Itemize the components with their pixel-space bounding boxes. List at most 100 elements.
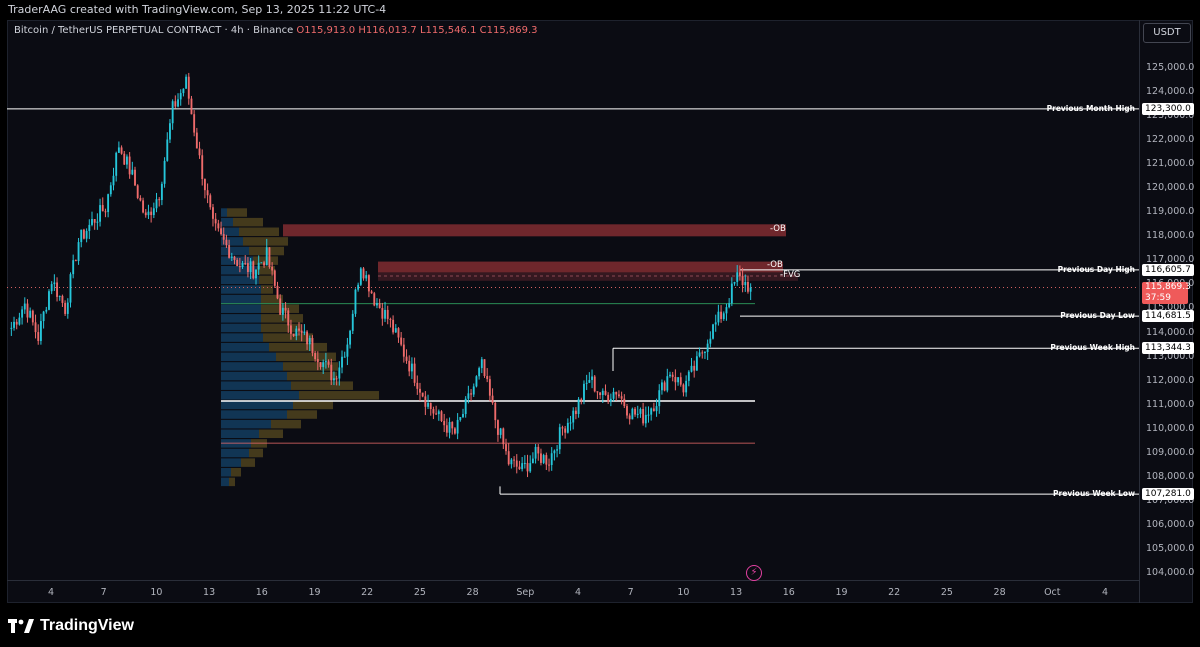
candle-body: [367, 275, 370, 292]
candle-body: [18, 317, 21, 325]
price-tick: 124,000.0: [1146, 86, 1195, 98]
candle-body: [679, 377, 682, 385]
candle-body: [674, 376, 677, 383]
ohlc-close: C115,869.3: [479, 25, 538, 36]
volume-profile-bar: [259, 275, 273, 285]
candle-body: [695, 356, 698, 371]
candle-body: [660, 382, 663, 391]
candle-body: [526, 462, 529, 472]
chart-frame[interactable]: [7, 20, 1193, 603]
key-level-price: 116,605.7: [1142, 263, 1194, 276]
candle-body: [701, 352, 704, 354]
candle-body: [152, 208, 155, 216]
candle-body: [389, 318, 392, 320]
candle-body: [265, 247, 268, 266]
time-tick: 13: [730, 587, 743, 598]
time-tick: Sep: [516, 587, 535, 598]
candle-body: [117, 147, 120, 153]
candle-body: [292, 333, 295, 336]
candle-body: [142, 200, 145, 213]
candle-body: [478, 368, 481, 377]
candle-body: [271, 266, 274, 271]
candle-body: [214, 218, 217, 224]
candle-body: [201, 155, 204, 180]
candle-body: [34, 322, 37, 333]
candle-body: [21, 309, 24, 318]
candle-body: [349, 330, 352, 345]
candle-body: [658, 390, 661, 407]
candle-body: [451, 421, 454, 429]
candle-body: [642, 408, 645, 424]
candle-body: [295, 328, 298, 336]
candle-body: [540, 453, 542, 463]
volume-profile-bar: [221, 468, 231, 477]
time-tick: 22: [888, 587, 901, 598]
volume-profile-bar: [221, 227, 239, 237]
candle-body: [402, 344, 405, 357]
candle-body: [410, 363, 413, 372]
candle-body: [397, 328, 400, 338]
candle-body: [66, 302, 69, 314]
volume-profile-bar: [221, 381, 291, 390]
time-axis[interactable]: [7, 580, 1139, 581]
candle-body: [107, 194, 110, 212]
candle-body: [147, 211, 150, 216]
candle-body: [185, 76, 188, 89]
volume-profile-bar: [243, 237, 288, 246]
volume-profile-bar: [231, 468, 241, 477]
volume-profile-bar: [221, 419, 271, 429]
candle-body: [58, 295, 61, 297]
volume-profile-bar: [221, 208, 227, 217]
candle-body: [405, 356, 408, 361]
candle-body: [144, 212, 147, 216]
tradingview-logo-icon: [8, 619, 34, 633]
candle-body: [308, 338, 311, 345]
lightning-icon[interactable]: ⚡: [746, 565, 762, 581]
volume-profile-bar: [259, 429, 283, 439]
candle-body: [636, 413, 639, 415]
candle-body: [88, 224, 91, 231]
price-tick: 115,000.0: [1146, 302, 1195, 314]
candle-body: [281, 307, 284, 315]
candle-body: [298, 328, 300, 331]
time-tick: 4: [574, 587, 582, 598]
candle-body: [671, 374, 674, 377]
candle-body: [203, 179, 206, 191]
candle-body: [728, 303, 731, 308]
price-tick: 106,000.0: [1146, 518, 1195, 530]
candle-body: [155, 199, 158, 209]
volume-profile-bar: [221, 391, 299, 400]
price-tick: 120,000.0: [1146, 182, 1195, 194]
candle-body: [93, 219, 96, 223]
candle-body: [64, 302, 67, 314]
candle-body: [80, 229, 83, 243]
candle-body: [160, 183, 163, 200]
candle-body: [663, 382, 666, 391]
candle-body: [53, 282, 56, 285]
volume-profile-bar: [261, 314, 303, 323]
candle-body: [303, 331, 306, 334]
price-axis[interactable]: [1139, 20, 1193, 603]
candle-body: [561, 427, 564, 429]
zone-label: -FVG: [780, 270, 801, 281]
candle-body: [722, 313, 725, 319]
candle-body: [687, 371, 690, 381]
price-tick: 105,000.0: [1146, 542, 1195, 554]
creator-line: TraderAAG created with TradingView.com, …: [0, 0, 1200, 20]
price-tick: 107,000.0: [1146, 494, 1195, 506]
candle-body: [333, 378, 335, 381]
currency-button[interactable]: USDT: [1143, 23, 1191, 43]
candle-body: [365, 275, 368, 279]
candle-body: [453, 428, 456, 434]
volume-profile-bar: [287, 410, 317, 419]
volume-profile-bar: [253, 256, 278, 265]
key-level-price: 107,281.0: [1142, 488, 1194, 501]
candle-body: [209, 195, 212, 208]
ohlc-high: H116,013.7: [358, 25, 417, 36]
candle-body: [381, 307, 384, 319]
symbol-legend: Bitcoin / TetherUS PERPETUAL CONTRACT · …: [14, 24, 538, 38]
candle-body: [706, 343, 709, 352]
candle-body: [459, 417, 462, 420]
candle-body: [134, 169, 136, 186]
